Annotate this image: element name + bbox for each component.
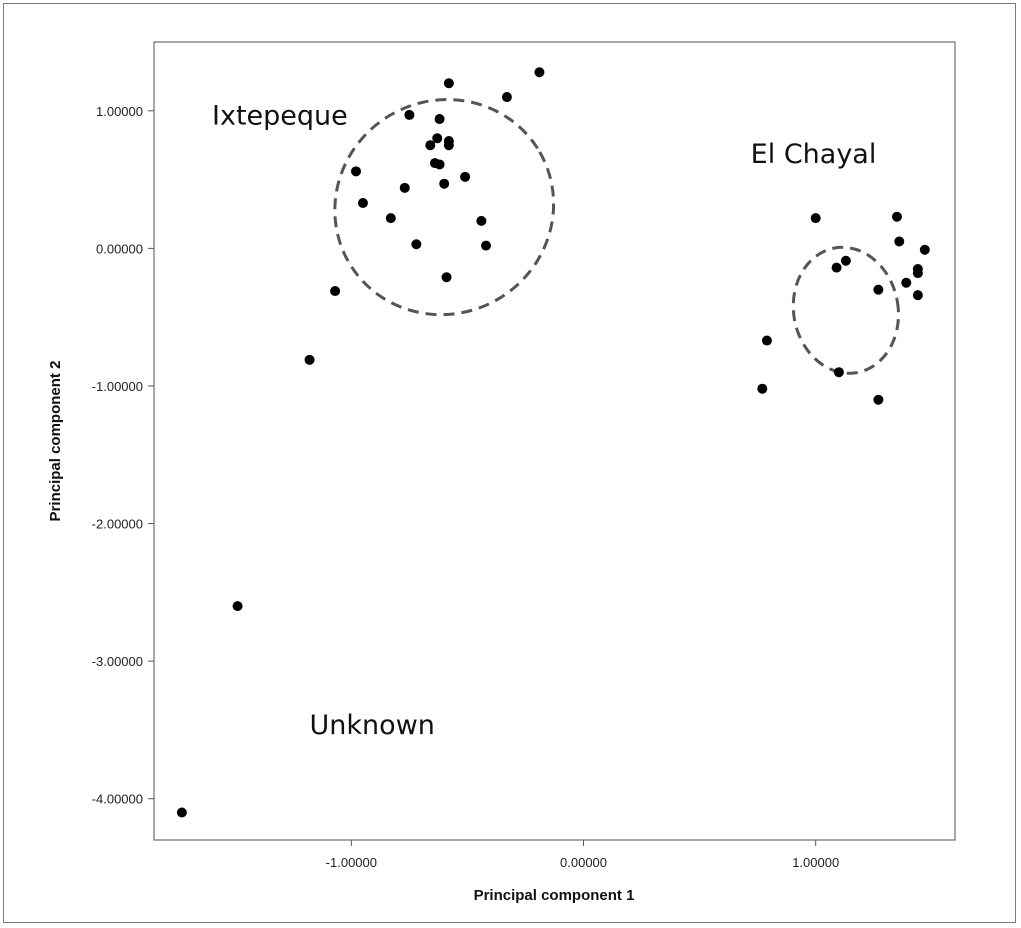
data-point xyxy=(304,354,315,365)
cluster-outline-ixtepeque xyxy=(333,98,556,317)
data-point xyxy=(434,159,445,170)
axis-ticks: -1.00000 0.00000 1.00000 1.00000 0.00000 -1.0… xyxy=(92,104,840,870)
data-point xyxy=(439,178,450,189)
data-point xyxy=(761,335,772,346)
data-point xyxy=(443,78,454,89)
y-tick-label: -2.00000 xyxy=(92,517,143,532)
data-point xyxy=(441,272,452,283)
data-point xyxy=(891,211,902,222)
x-tick-label: 0.00000 xyxy=(560,855,607,870)
data-point xyxy=(901,277,912,288)
data-point xyxy=(534,67,545,78)
data-points xyxy=(176,67,930,818)
data-point xyxy=(810,213,821,224)
cluster-labels: Ixtepeque El Chayal Unknown xyxy=(212,101,876,742)
data-point xyxy=(757,383,768,394)
cluster-label-el-chayal: El Chayal xyxy=(751,139,877,170)
cluster-label-ixtepeque: Ixtepeque xyxy=(212,101,348,132)
data-point xyxy=(330,286,341,297)
data-point xyxy=(443,140,454,151)
y-tick-label: -3.00000 xyxy=(92,654,143,669)
data-point xyxy=(385,213,396,224)
data-point xyxy=(476,215,487,226)
data-point xyxy=(411,239,422,250)
data-point xyxy=(432,133,443,144)
data-point xyxy=(831,262,842,273)
data-point xyxy=(912,290,923,301)
data-point xyxy=(176,807,187,818)
data-point xyxy=(460,171,471,182)
data-point xyxy=(894,236,905,247)
y-tick-label: 0.00000 xyxy=(96,241,143,256)
plot-area xyxy=(153,41,956,841)
y-tick-label: 1.00000 xyxy=(96,104,143,119)
data-point xyxy=(912,268,923,279)
data-point xyxy=(232,601,243,612)
data-point xyxy=(350,166,361,177)
figure-frame xyxy=(3,3,1016,923)
data-point xyxy=(840,255,851,266)
x-tick-label: 1.00000 xyxy=(792,855,839,870)
data-point xyxy=(873,284,884,295)
y-axis-title: Principal component 2 xyxy=(47,361,64,522)
data-point xyxy=(481,240,492,251)
data-point xyxy=(425,140,436,151)
data-point xyxy=(357,197,368,208)
cluster-label-unknown: Unknown xyxy=(310,710,435,741)
data-point xyxy=(434,114,445,125)
data-point xyxy=(404,109,415,120)
data-point xyxy=(873,394,884,405)
x-tick-label: -1.00000 xyxy=(326,855,377,870)
data-point xyxy=(501,92,512,103)
cluster-outline-el-chayal xyxy=(791,245,900,375)
y-tick-label: -4.00000 xyxy=(92,792,143,807)
data-point xyxy=(399,182,410,193)
x-axis-title: Principal component 1 xyxy=(474,887,635,904)
y-tick-label: -1.00000 xyxy=(92,379,143,394)
data-point xyxy=(833,367,844,378)
cluster-outlines xyxy=(333,98,900,375)
data-point xyxy=(919,244,930,255)
